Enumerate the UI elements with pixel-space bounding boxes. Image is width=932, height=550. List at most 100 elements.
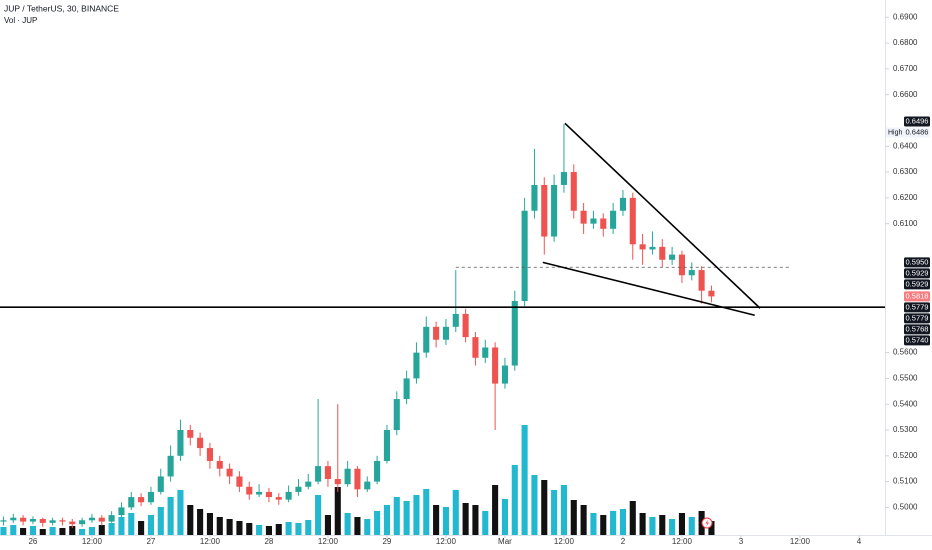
volume-bar xyxy=(551,490,558,535)
volume-bar xyxy=(383,505,390,535)
volume-bar xyxy=(39,529,46,535)
candle-body xyxy=(541,184,548,237)
candle-body xyxy=(236,476,243,487)
price-tag xyxy=(904,324,930,335)
candle-body xyxy=(265,491,272,498)
candle-body xyxy=(118,507,125,516)
candle-body xyxy=(128,497,135,508)
candle-body xyxy=(423,326,430,353)
x-tick-label: 3 xyxy=(739,537,744,546)
volume-bar xyxy=(0,527,7,535)
volume-bar xyxy=(128,513,135,535)
candle-body xyxy=(226,468,233,477)
price-tag xyxy=(904,279,930,290)
candle-body xyxy=(531,184,538,211)
candle-body xyxy=(462,313,469,338)
volume-bar xyxy=(226,519,233,535)
price-tag-label: 0.5950 xyxy=(906,257,929,266)
candle-body xyxy=(649,246,656,250)
volume-bar xyxy=(275,524,282,535)
candle-body xyxy=(659,246,666,260)
volume-bar xyxy=(265,526,272,535)
volume-bar xyxy=(236,521,243,535)
candle-body xyxy=(688,270,695,276)
volume-bar xyxy=(560,485,567,535)
volume-bar xyxy=(374,511,381,535)
volume-bar xyxy=(59,528,66,535)
x-tick-label: 29 xyxy=(382,537,391,546)
candle-body xyxy=(187,430,194,438)
volume-bar xyxy=(324,515,331,535)
price-tag-caption-bg xyxy=(886,127,904,138)
candle-body xyxy=(393,399,400,431)
volume-bar xyxy=(393,497,400,535)
volume-bar xyxy=(187,505,194,535)
volume-bar xyxy=(344,513,351,535)
candle-body xyxy=(492,347,499,384)
volume-bar xyxy=(629,501,636,535)
price-tag-caption: High xyxy=(888,129,903,136)
candle-body xyxy=(678,254,685,276)
volume-bar xyxy=(364,519,371,535)
x-tick-label: 12:00 xyxy=(318,537,339,546)
replay-icon[interactable] xyxy=(701,517,713,529)
candle-body xyxy=(246,486,253,495)
candle-body xyxy=(521,210,528,302)
volume-bar xyxy=(580,505,587,535)
candle-body xyxy=(442,326,449,340)
volume-bar xyxy=(256,525,263,535)
candle-body xyxy=(472,337,479,358)
y-tick-label: 0.5400 xyxy=(893,399,918,408)
volume-bar xyxy=(511,465,518,535)
volume-bar xyxy=(531,475,538,535)
volume-bar xyxy=(501,499,508,535)
candle-body xyxy=(29,519,36,522)
candle-body xyxy=(570,172,577,211)
volume-bar xyxy=(285,522,292,535)
price-tag-label: 0.5779 xyxy=(906,302,929,311)
volume-bar xyxy=(138,521,145,535)
volume-bar xyxy=(88,527,95,535)
candle-body xyxy=(177,430,184,456)
price-tag xyxy=(904,302,930,313)
volume-bar xyxy=(423,489,430,535)
volume-bar xyxy=(177,490,184,535)
candle-body xyxy=(197,437,204,449)
price-tag-label: 0.6496 xyxy=(906,116,929,125)
y-tick-label: 0.5100 xyxy=(893,477,918,486)
candle-body xyxy=(256,491,263,495)
volume-bar xyxy=(521,425,528,535)
volume-bar xyxy=(354,517,361,535)
y-tick-label: 0.5600 xyxy=(893,348,918,357)
volume-bar xyxy=(157,507,164,535)
candle-body xyxy=(501,365,508,384)
candle-body xyxy=(157,476,164,492)
candle-body xyxy=(88,517,95,521)
volume-bar xyxy=(492,485,499,535)
volume-bar xyxy=(462,503,469,535)
candle-body xyxy=(511,301,518,366)
volume-bar xyxy=(659,515,666,535)
candle-body xyxy=(216,460,223,469)
candle-body xyxy=(147,491,154,503)
volume-bar xyxy=(452,490,459,535)
volume-bar xyxy=(403,501,410,535)
candle-body xyxy=(482,347,489,358)
volume-bar xyxy=(206,513,213,535)
volume-bar xyxy=(216,517,223,535)
volume-bar xyxy=(610,511,617,535)
x-tick-label: Mar xyxy=(498,537,512,546)
candle-body xyxy=(79,520,86,525)
volume-bar xyxy=(669,519,676,535)
candle-body xyxy=(551,184,558,237)
x-tick-label: 2 xyxy=(621,537,626,546)
volume-bar xyxy=(708,521,715,535)
volume-bar xyxy=(147,515,154,535)
price-tag xyxy=(904,268,930,279)
y-tick-label: 0.6200 xyxy=(893,193,918,202)
price-tag-label: 0.6486 xyxy=(906,127,929,136)
y-tick-label: 0.6100 xyxy=(893,219,918,228)
volume-bar xyxy=(29,526,36,535)
